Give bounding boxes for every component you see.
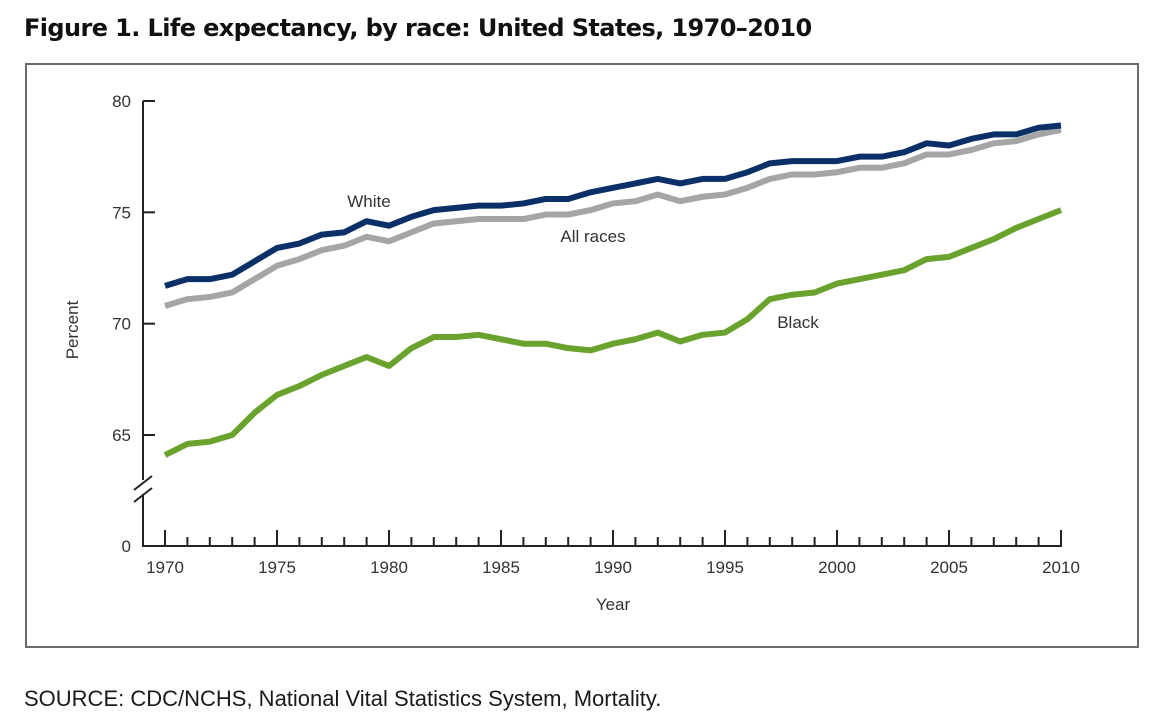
axes: 0 65 70 75 80 1970 1975 1980 1985 1990 1995 2000 200… (63, 92, 1080, 614)
y-tick-label: 75 (112, 203, 131, 222)
axis-break-mark (133, 487, 153, 503)
x-tick-label: 2010 (1042, 558, 1080, 577)
y-tick-label: 65 (112, 426, 131, 445)
x-axis-title: Year (596, 595, 631, 614)
series-label-black: Black (777, 313, 819, 332)
x-tick-label: 1985 (482, 558, 520, 577)
y-tick-label: 70 (112, 315, 131, 334)
chart-frame (25, 63, 1139, 648)
x-tick-label: 1995 (706, 558, 744, 577)
series-line-all-races (164, 127, 1062, 309)
series-label-all-races: All races (560, 227, 625, 246)
source-note: SOURCE: CDC/NCHS, National Vital Statist… (24, 686, 662, 711)
axis-break-mark (133, 475, 153, 491)
series-labels: White All races Black (347, 192, 819, 332)
figure-title: Figure 1. Life expectancy, by race: Unit… (24, 14, 812, 42)
y-tick-label: 80 (112, 92, 131, 111)
y-axis-title: Percent (63, 300, 82, 359)
y-tick-label: 0 (122, 537, 131, 556)
series-line-white (164, 122, 1062, 289)
x-tick-label: 1970 (146, 558, 184, 577)
series-label-white: White (347, 192, 390, 211)
x-tick-label: 1980 (370, 558, 408, 577)
x-tick-label: 2000 (818, 558, 856, 577)
x-tick-label: 1990 (594, 558, 632, 577)
x-tick-label: 1975 (258, 558, 296, 577)
series-line-black (163, 207, 1063, 458)
x-tick-label: 2005 (930, 558, 968, 577)
series-lines (163, 122, 1063, 458)
